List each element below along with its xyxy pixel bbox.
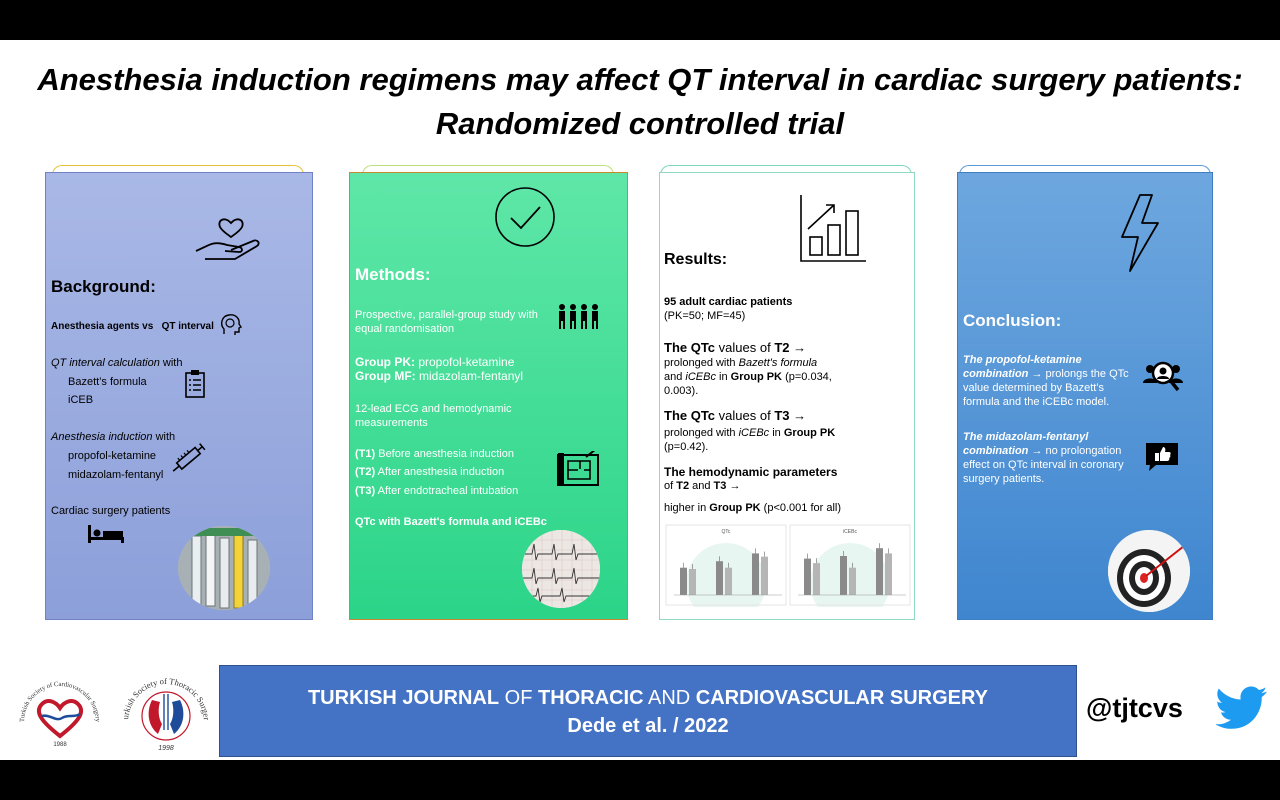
- people-group-icon: [559, 304, 598, 329]
- page-title: Anesthesia induction regimens may affect…: [0, 58, 1280, 146]
- agents-vs-qt: Anesthesia agents vs QT interval: [51, 321, 214, 332]
- pk-conclusion: The propofol-ketamine combination → prol…: [963, 354, 1129, 408]
- title-line-2: Randomized controlled trial: [435, 106, 845, 141]
- chart1-bar-g3-s1: [752, 553, 759, 595]
- chart1-bar-g1-s2: [689, 569, 696, 595]
- methods-panel: Methods: Prospective, parallel-group stu…: [349, 172, 628, 620]
- chart2-bar-g1-s2: [813, 563, 820, 595]
- twitter-handle[interactable]: @tjtcvs: [1086, 693, 1183, 723]
- logo2-year: 1998: [158, 745, 174, 752]
- target-photo: [1108, 530, 1190, 612]
- chart1-bar-g3-s2: [761, 556, 768, 595]
- timepoint-t3: (T3) After endotracheal intubation: [355, 485, 519, 497]
- checkmark-circle-icon: [495, 187, 555, 247]
- hospital-bed-icon: [88, 525, 124, 543]
- syringes-photo: [178, 526, 270, 610]
- society-cardiovascular-logo: Turkish Society of Cardiovascular Surger…: [19, 681, 101, 748]
- patients-split: (PK=50; MF=45): [664, 310, 746, 322]
- t2-heading: The QTc values of T2 →: [664, 340, 807, 355]
- hemo-heading: The hemodynamic parameters: [664, 465, 838, 479]
- mf-conclusion: The midazolam-fentanyl combination → no …: [963, 431, 1124, 485]
- bottom-black-bar: [0, 760, 1280, 800]
- journal-name: TURKISH JOURNAL OF THORACIC AND CARDIOVA…: [307, 687, 989, 709]
- conclusion-heading: Conclusion:: [963, 311, 1062, 330]
- search-people-icon: [1143, 361, 1183, 392]
- timepoint-t1: (T1) Before anesthesia induction: [355, 448, 514, 460]
- study-design: Prospective, parallel-group study with e…: [355, 309, 538, 335]
- citation: Dede et al. / 2022: [567, 715, 729, 737]
- twitter-bird-icon[interactable]: [1216, 686, 1268, 730]
- induction-item-pk: propofol-ketamine: [68, 450, 157, 462]
- calc-item-bazett: Bazett’s formula: [68, 376, 147, 388]
- chart2-bar-g2-s1: [840, 556, 847, 595]
- top-black-bar: [0, 0, 1280, 40]
- qt-calculation: QT interval calculation with: [51, 357, 183, 369]
- t2-line-1: prolonged with Bazett's formula: [664, 357, 818, 369]
- results-panel: Results: 95 adult cardiac patients (PK=5…: [659, 172, 915, 620]
- syringe-icon: [172, 443, 206, 472]
- results-charts: QTc iCEBc: [665, 524, 911, 607]
- logo1-year: 1988: [53, 742, 67, 748]
- background-panel: Background: Anesthesia agents vs QT inte…: [45, 172, 313, 620]
- chart2-bar-g3-s1: [876, 548, 883, 595]
- induction-item-mf: midazolam-fentanyl: [68, 469, 164, 481]
- results-heading: Results:: [664, 251, 728, 268]
- lightning-bolt-icon: [1121, 194, 1159, 272]
- background-heading: Background:: [51, 277, 156, 296]
- head-idea-icon: [221, 314, 243, 335]
- ecg-measurements: 12-lead ECG and hemodynamic measurements: [355, 403, 512, 429]
- conclusion-panel: Conclusion: The propofol-ketamine combin…: [957, 172, 1213, 620]
- anesthesia-induction: Anesthesia induction with: [51, 431, 176, 443]
- society-thoracic-logo: Turkish Society of Thoracic Surgery 1998: [118, 664, 212, 752]
- t2-line-2: and iCEBc in Group PK (p=0.034, 0.003).: [664, 371, 832, 397]
- chart1-bar-g2-s2: [725, 567, 732, 595]
- title-line-1: Anesthesia induction regimens may affect…: [37, 62, 1243, 97]
- chart1-bar-g2-s1: [716, 561, 723, 595]
- timepoint-t2: (T2) After anesthesia induction: [355, 466, 505, 478]
- qtc-formula: QTc with Bazett's formula and iCEBc: [355, 516, 547, 528]
- journal-banner: TURKISH JOURNAL OF THORACIC AND CARDIOVA…: [219, 665, 1077, 757]
- chart2-bar-g3-s2: [885, 553, 892, 595]
- chart2-bar-g2-s2: [849, 567, 856, 595]
- clipboard-icon: [185, 370, 205, 398]
- group-mf: Group MF: midazolam-fentanyl: [355, 369, 524, 383]
- t3-line-1: prolonged with iCEBc in Group PK: [664, 427, 836, 439]
- logo1-text: Turkish Society of Cardiovascular Surger…: [19, 681, 101, 723]
- chart1-bar-g1-s1: [680, 567, 687, 595]
- methods-heading: Methods:: [355, 265, 431, 284]
- chart1-title: QTc: [722, 529, 731, 535]
- heart-hand-icon: [195, 218, 260, 260]
- patients-count: 95 adult cardiac patients: [664, 296, 793, 308]
- chart2-title: iCEBc: [843, 529, 857, 535]
- t3-heading: The QTc values of T3 →: [664, 408, 807, 423]
- svg-text:Turkish Society of Cardiovascu: Turkish Society of Cardiovascular Surger…: [19, 681, 101, 723]
- hemo-line-2: higher in Group PK (p<0.001 for all): [664, 502, 842, 514]
- ecg-photo: [522, 530, 600, 608]
- chart2-bar-g1-s1: [804, 558, 811, 595]
- blueprint-icon: [557, 451, 599, 486]
- thumbs-up-chat-icon: [1146, 443, 1178, 471]
- bar-chart-growth-icon: [800, 195, 866, 262]
- calc-item-iceb: iCEB: [68, 394, 94, 406]
- hemo-line-1: of T2 and T3 →: [664, 480, 741, 492]
- group-pk: Group PK: propofol-ketamine: [355, 355, 515, 369]
- cardiac-patients: Cardiac surgery patients: [51, 505, 171, 517]
- t3-line-2: (p=0.42).: [664, 441, 709, 453]
